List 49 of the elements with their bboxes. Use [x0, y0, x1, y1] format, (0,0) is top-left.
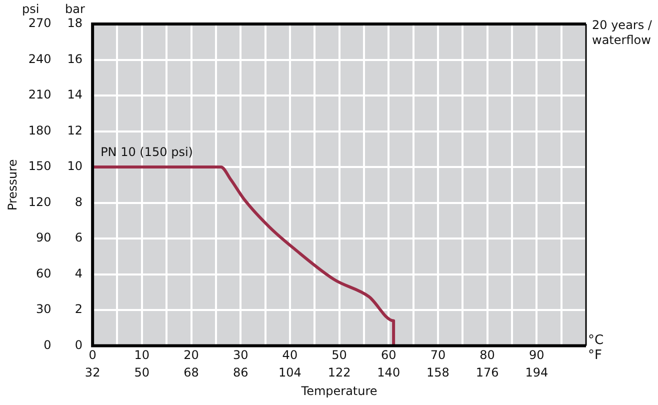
y-tick-label: 10: [67, 159, 83, 174]
y-tick-label: 2: [74, 302, 83, 316]
y2-tick-label: 240: [28, 52, 52, 66]
y-tick-label: 8: [74, 194, 83, 209]
line-series: [92, 166, 396, 346]
x-tick-label: 40: [282, 348, 298, 362]
text: 20 years / waterflow: [592, 18, 653, 48]
y2-tick-label: 120: [28, 194, 52, 209]
text: psi: [22, 2, 40, 16]
x2-tick-label: 194: [525, 366, 548, 380]
x2-tick-label: 50: [134, 366, 150, 380]
x2-tick-label: 122: [328, 366, 351, 380]
text: bar: [64, 2, 85, 16]
series-label: PN 10 (150 psi): [100, 145, 193, 160]
y2-tick-label: 60: [36, 266, 52, 280]
y2-tick-label: 180: [28, 123, 52, 138]
x2-tick-label: 104: [278, 366, 302, 380]
y-tick-label: 14: [67, 88, 83, 102]
y2-axis-title: Pressure: [5, 159, 20, 211]
y-tick-label: 6: [74, 230, 83, 245]
x2-tick-label: 158: [426, 366, 450, 380]
x-tick-label: 60: [380, 348, 396, 362]
x-tick-label: 50: [332, 348, 347, 362]
y-tick-label: 4: [74, 266, 83, 280]
y-tick-label: 18: [67, 16, 83, 30]
y2-tick-label: 150: [28, 159, 52, 174]
x-tick-label: 80: [480, 348, 495, 362]
x-tick-label: 30: [232, 348, 248, 362]
text: °F: [588, 348, 602, 364]
x-tick-label: 10: [134, 348, 150, 362]
x-tick-label: 0: [88, 348, 96, 362]
text: °C: [588, 333, 604, 348]
y2-tick-label: 210: [28, 88, 52, 102]
x2-tick-label: 176: [476, 366, 499, 380]
x2-tick-label: 68: [184, 366, 199, 380]
x-axis-title: Temperature: [300, 384, 378, 398]
y-tick-label: 0: [74, 338, 83, 352]
y-tick-label: 12: [67, 123, 83, 138]
y2-tick-label: 270: [28, 16, 52, 30]
y-tick-label: 16: [67, 52, 83, 66]
x2-tick-label: 140: [377, 366, 400, 380]
y2-tick-label: 0: [44, 338, 52, 352]
y2-tick-label: 30: [36, 302, 52, 316]
x2-tick-label: 86: [232, 366, 248, 380]
x2-tick-label: 32: [84, 366, 100, 380]
x-tick-label: 70: [430, 348, 446, 362]
x-tick-label: 20: [184, 348, 199, 362]
x-tick-label: 90: [529, 348, 544, 362]
y2-tick-label: 90: [36, 230, 52, 245]
